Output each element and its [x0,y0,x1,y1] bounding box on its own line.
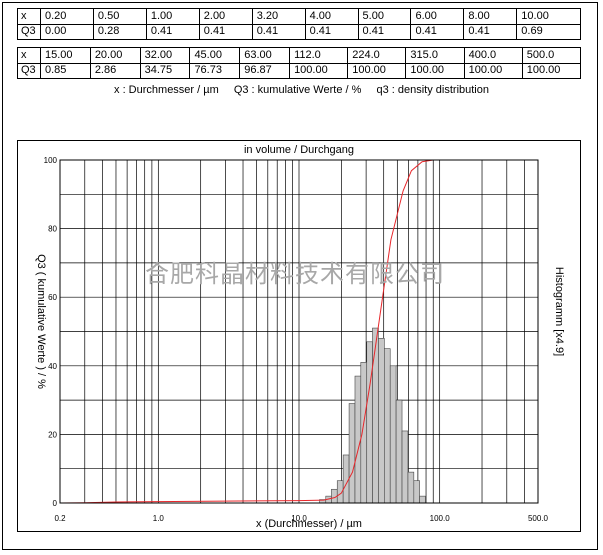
chart-frame [17,140,581,532]
q3-value: 0.41 [357,23,412,40]
tick-labels: 0.2 1.0 10.0 100.0 500.0 0 20 40 60 80 100 [44,156,549,523]
grid [60,160,538,503]
q3-density-description: q3 : density distribution [376,84,489,96]
x-tick-label: 10.0 [291,514,307,523]
y-tick-label: 20 [48,430,57,439]
q3-value: 0.00 [40,23,94,40]
table-row: x 0.20 0.50 1.00 2.00 3.20 4.00 5.00 6.0… [17,8,581,25]
x-axis-label: x (Durchmesser) / µm [256,518,362,530]
q3-value: 0.41 [304,23,359,40]
chart-title: in volume / Durchgang [244,144,354,156]
histogram-bar [378,338,385,504]
q3-value: 0.85 [40,62,91,79]
x-description: x : Durchmesser / µm [114,84,219,96]
q3-value: 100.00 [463,62,523,79]
y-tick-label: 80 [48,225,57,234]
report-frame [2,2,598,550]
histogram-bar [419,495,426,504]
histogram-bar [384,348,391,504]
histogram-bar [366,341,373,504]
values-table-2: x 15.00 20.00 32.00 45.00 63.00 112.0 22… [17,47,582,79]
histogram-bar [401,430,409,504]
q3-value: 0.41 [410,23,465,40]
y-axis-label: Q3 ( kumulative Werte ) / % [35,254,47,389]
x-value: 400.0 [463,47,523,64]
histogram-bar [389,365,397,504]
histogram [319,327,426,504]
x-value: 112.0 [289,47,349,64]
q3-value: 2.86 [89,62,141,79]
histogram-bar [407,471,415,504]
table-row: Q3 0.00 0.28 0.41 0.41 0.41 0.41 0.41 0.… [17,23,581,40]
q3-value: 0.41 [251,23,306,40]
x-tick-label: 1.0 [153,514,165,523]
y-tick-label: 60 [48,293,57,302]
q3-value: 0.41 [463,23,518,40]
x-tick-label: 0.2 [54,514,66,523]
row-label-q3: Q3 [17,62,41,79]
table-row: Q3 0.85 2.86 34.75 76.73 96.87 100.00 10… [17,62,582,79]
histogram-bar [395,399,403,504]
histogram-bar [413,480,420,504]
q3-value: 0.41 [145,23,200,40]
q3-value: 100.00 [521,62,582,79]
cumulative-curve [59,159,538,504]
values-table-1: x 0.20 0.50 1.00 2.00 3.20 4.00 5.00 6.0… [17,8,581,40]
y-tick-label: 0 [53,499,58,508]
histogram-bar [348,403,356,504]
q3-value: 100.00 [347,62,407,79]
q3-value: 34.75 [139,62,191,79]
table-row: x 15.00 20.00 32.00 45.00 63.00 112.0 22… [17,47,582,64]
plot-area [59,159,539,504]
watermark: 合肥科晶材料技术有限公司 [145,260,445,288]
y-tick-label: 40 [48,362,57,371]
x-value: 315.0 [405,47,465,64]
histogram-bar [342,454,350,504]
histogram-axis-label: Histogramm [x4.9] [553,267,565,356]
q3-value: 96.87 [239,62,291,79]
histogram-bar [372,327,379,504]
legend-line: x : Durchmesser / µm Q3 : kumulative Wer… [0,84,603,96]
row-label-q3: Q3 [17,23,41,40]
q3-value: 100.00 [289,62,349,79]
q3-description: Q3 : kumulative Werte / % [233,84,362,96]
x-tick-label: 500.0 [528,514,549,523]
q3-value: 0.41 [198,23,253,40]
x-tick-label: 100.0 [430,514,451,523]
x-value: 45.00 [189,47,241,64]
x-value: 2.00 [198,8,253,25]
y-tick-label: 100 [44,156,58,165]
q3-value: 76.73 [189,62,241,79]
x-value: 20.00 [89,47,141,64]
x-value: 32.00 [139,47,191,64]
histogram-bar [354,375,362,504]
q3-value: 0.69 [516,23,581,40]
